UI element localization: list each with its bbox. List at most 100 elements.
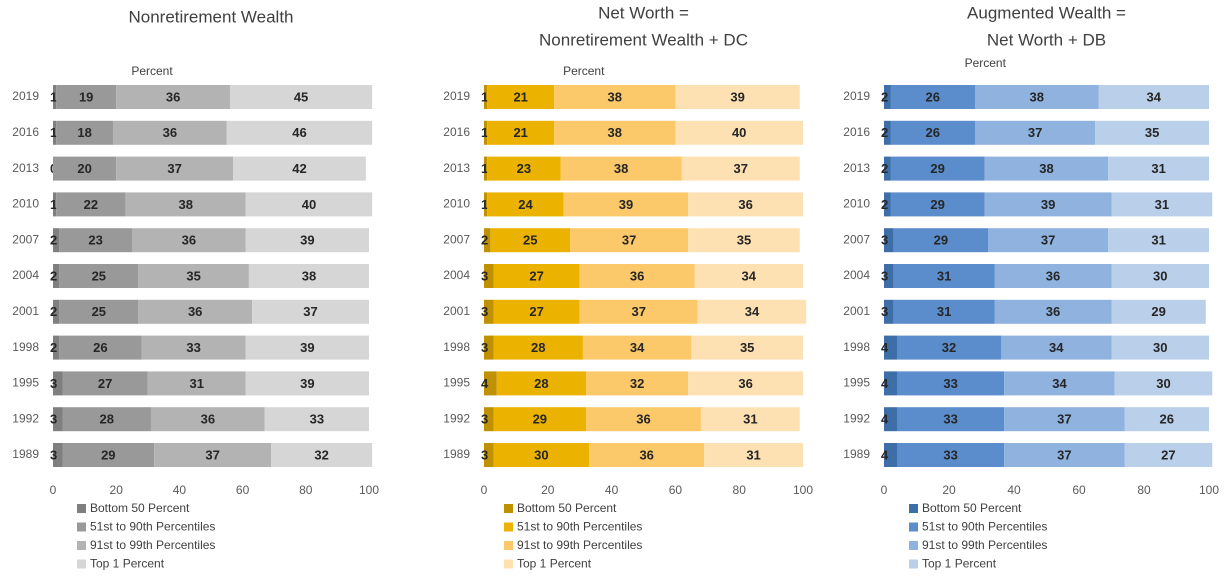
bar-segment — [884, 120, 891, 145]
value-label: 2 — [50, 233, 57, 248]
y-tick-label: 2016 — [843, 125, 870, 139]
value-label: 33 — [943, 376, 957, 391]
bar-segment — [897, 371, 1005, 396]
value-label: 1 — [50, 89, 57, 104]
value-label: 39 — [730, 89, 744, 104]
value-label: 38 — [608, 89, 622, 104]
axis-label: Percent — [563, 64, 605, 78]
value-label: 37 — [1041, 233, 1055, 248]
chart-title: Net Worth + DB — [987, 30, 1106, 49]
y-tick-label: 2010 — [443, 197, 470, 211]
value-label: 37 — [1028, 125, 1042, 140]
y-tick-label: 2013 — [443, 161, 470, 175]
value-label: 20 — [77, 161, 91, 176]
value-label: 23 — [88, 233, 102, 248]
bar-segment — [1111, 335, 1209, 360]
value-label: 31 — [937, 304, 951, 319]
bar-segment — [582, 335, 692, 360]
bar-segment — [56, 85, 117, 109]
y-tick-label: 1989 — [12, 447, 39, 461]
bar-segment — [893, 228, 988, 253]
value-label: 21 — [513, 89, 527, 104]
bar-segment — [694, 264, 803, 288]
bar-segment — [984, 156, 1109, 181]
value-label: 29 — [930, 197, 944, 212]
bar-segment — [1111, 264, 1209, 288]
value-label: 3 — [481, 340, 488, 355]
x-tick-label: 60 — [236, 483, 250, 497]
legend-label: 91st to 99th Percentiles — [90, 538, 215, 552]
value-label: 36 — [201, 412, 215, 427]
value-label: 34 — [742, 268, 757, 283]
y-tick-label: 1995 — [443, 376, 470, 390]
value-label: 31 — [743, 412, 757, 427]
value-label: 29 — [934, 233, 948, 248]
bar-segment — [688, 192, 803, 217]
value-label: 34 — [1052, 376, 1067, 391]
value-label: 39 — [300, 376, 314, 391]
value-label: 2 — [881, 89, 888, 104]
axis-label: Percent — [131, 64, 173, 78]
bar-segment — [884, 192, 891, 217]
bar-segment — [890, 156, 985, 181]
legend-swatch — [77, 504, 86, 513]
y-tick-label: 2007 — [12, 232, 39, 246]
value-label: 38 — [1030, 89, 1044, 104]
value-label: 25 — [92, 268, 106, 283]
value-label: 37 — [1057, 447, 1071, 462]
value-label: 33 — [943, 412, 957, 427]
legend-swatch — [909, 504, 918, 513]
bar-segment — [563, 192, 689, 217]
y-tick-label: 2007 — [843, 232, 870, 246]
value-label: 37 — [167, 161, 181, 176]
y-tick-label: 1992 — [443, 411, 470, 425]
bar-segment — [890, 192, 985, 217]
value-label: 28 — [99, 412, 113, 427]
bar-segment — [59, 228, 132, 253]
bar-segment — [554, 120, 676, 145]
legend-label: Bottom 50 Percent — [90, 501, 190, 515]
bar-segment — [1098, 85, 1209, 109]
value-label: 3 — [881, 233, 888, 248]
value-label: 34 — [1049, 340, 1064, 355]
value-label: 38 — [1039, 161, 1053, 176]
y-tick-label: 1995 — [12, 376, 39, 390]
value-label: 45 — [294, 89, 308, 104]
legend-swatch — [504, 541, 513, 550]
value-label: 34 — [745, 304, 760, 319]
bar-segment — [884, 228, 894, 253]
bar-segment — [56, 192, 126, 217]
value-label: 31 — [1151, 233, 1165, 248]
value-label: 36 — [639, 447, 653, 462]
bar-segment — [487, 156, 561, 181]
bar-segment — [493, 335, 583, 360]
y-tick-label: 2016 — [12, 125, 39, 139]
bar-segment — [484, 192, 488, 217]
bar-segment — [897, 335, 1001, 360]
value-label: 33 — [186, 340, 200, 355]
bar-segment — [493, 299, 580, 324]
bar-segment — [890, 85, 975, 109]
legend-label: 51st to 90th Percentiles — [922, 520, 1047, 534]
bar-segment — [570, 228, 689, 253]
value-label: 36 — [163, 125, 177, 140]
bar-segment — [884, 85, 891, 109]
bar-segment — [53, 228, 60, 253]
bar-segment — [484, 156, 488, 181]
value-label: 29 — [930, 161, 944, 176]
y-tick-label: 1989 — [443, 447, 470, 461]
x-tick-label: 0 — [50, 483, 57, 497]
bar-segment — [884, 299, 894, 324]
bar-segment — [53, 85, 57, 109]
value-label: 2 — [881, 161, 888, 176]
value-label: 3 — [881, 268, 888, 283]
bar-segment — [116, 85, 230, 109]
bar-segment — [975, 120, 1096, 145]
y-tick-label: 2013 — [843, 161, 870, 175]
bar-segment — [113, 120, 227, 145]
value-label: 36 — [1046, 268, 1060, 283]
legend-swatch — [77, 559, 86, 569]
bar-segment — [1001, 335, 1112, 360]
bar-segment — [1108, 228, 1209, 253]
legend-swatch — [77, 522, 86, 532]
